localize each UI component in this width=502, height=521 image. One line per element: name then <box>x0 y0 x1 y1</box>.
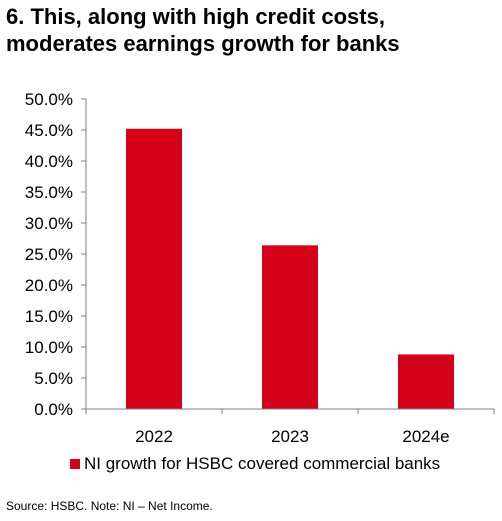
legend-label: NI growth for HSBC covered commercial ba… <box>84 454 440 473</box>
y-tick-label: 20.0% <box>25 276 73 295</box>
legend-swatch <box>70 459 80 469</box>
bar-2024e <box>398 354 454 409</box>
x-tick-label: 2023 <box>271 427 309 446</box>
chart-title-line-2: moderates earnings growth for banks <box>6 31 400 56</box>
y-tick-label: 35.0% <box>25 183 73 202</box>
chart-title-line-1: 6. This, along with high credit costs, <box>6 4 385 29</box>
bar-2023 <box>262 245 318 409</box>
y-tick-label: 40.0% <box>25 152 73 171</box>
x-tick-label: 2022 <box>135 427 173 446</box>
x-tick-label: 2024e <box>402 427 449 446</box>
y-tick-label: 15.0% <box>25 307 73 326</box>
y-tick-label: 10.0% <box>25 338 73 357</box>
y-tick-label: 45.0% <box>25 121 73 140</box>
y-tick-label: 30.0% <box>25 214 73 233</box>
chart-title: 6. This, along with high credit costs, m… <box>6 3 496 57</box>
bar-2022 <box>126 128 182 409</box>
y-tick-label: 25.0% <box>25 245 73 264</box>
y-tick-label: 50.0% <box>25 90 73 109</box>
source-note: Source: HSBC. Note: NI – Net Income. <box>6 499 213 513</box>
y-tick-label: 0.0% <box>34 400 73 419</box>
y-tick-label: 5.0% <box>34 369 73 388</box>
